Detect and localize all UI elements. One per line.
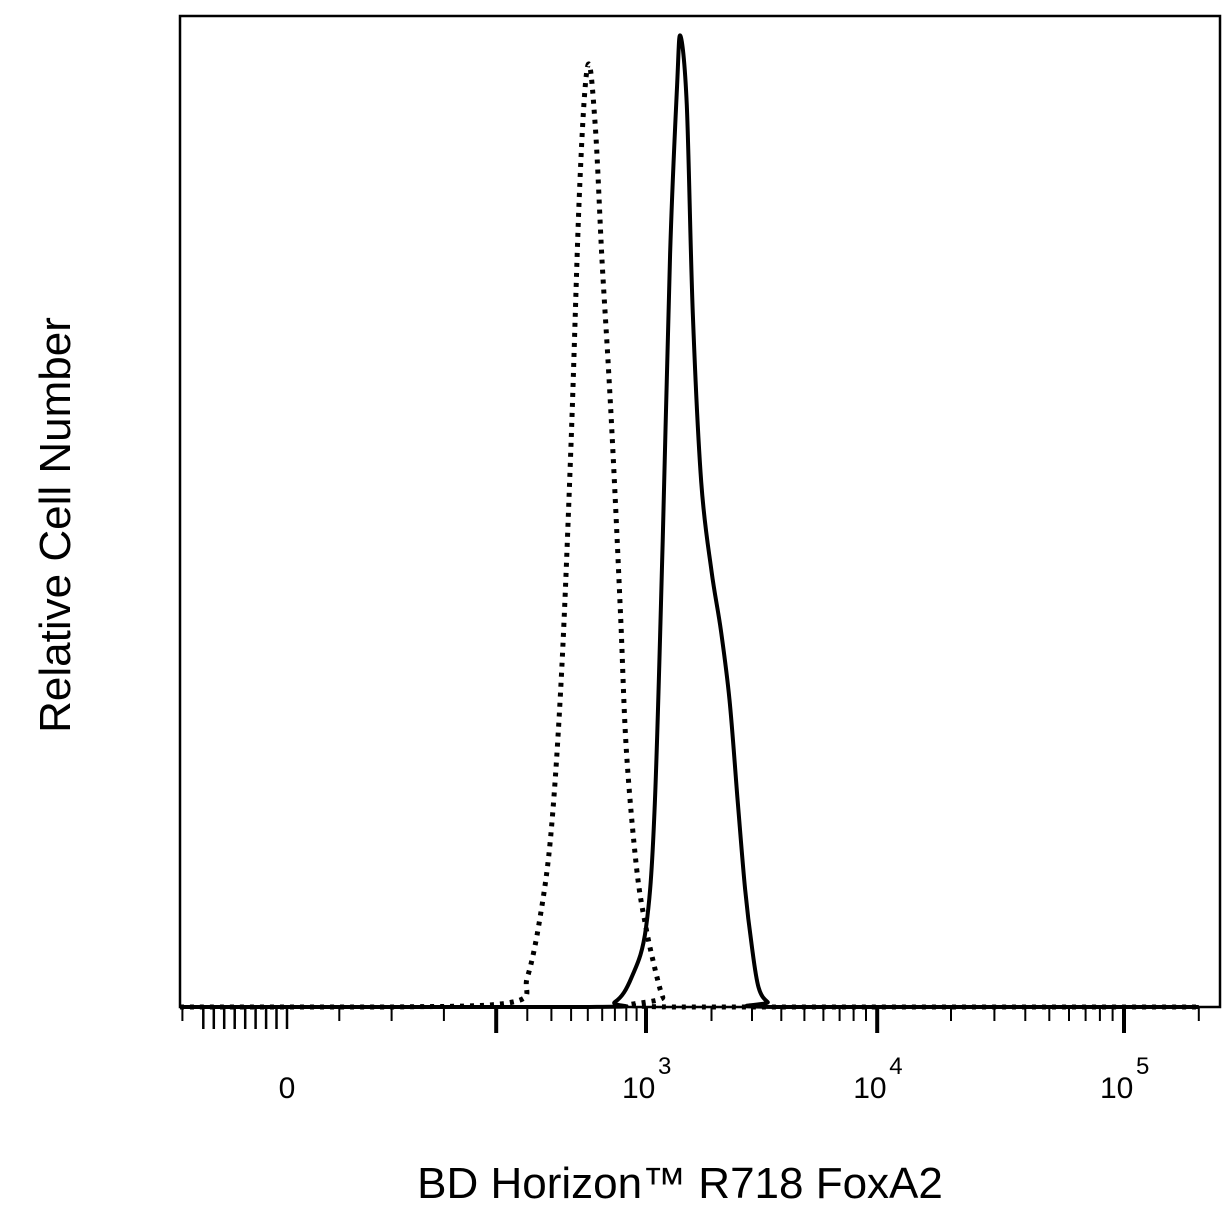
x-tick-label-exponent: 3 — [658, 1053, 671, 1080]
x-tick-label-base: 10 — [853, 1072, 886, 1105]
y-axis-label: Relative Cell Number — [31, 317, 80, 733]
x-tick-label: 103 — [622, 1053, 671, 1105]
x-axis-ticks — [181, 1007, 1200, 1033]
x-tick-label-base: 0 — [279, 1072, 296, 1105]
plot-frame — [178, 14, 1222, 1009]
x-tick-label: 104 — [853, 1053, 902, 1105]
x-tick-label-base: 10 — [1100, 1072, 1133, 1105]
x-axis-label: BD Horizon™ R718 FoxA2 — [417, 1159, 943, 1208]
x-tick-label-exponent: 5 — [1136, 1053, 1149, 1080]
series-layer — [180, 33, 1199, 1010]
x-tick-label-base: 10 — [622, 1072, 655, 1105]
x-tick-label: 0 — [279, 1072, 296, 1105]
x-tick-label-exponent: 4 — [889, 1053, 902, 1080]
x-tick-label: 105 — [1100, 1053, 1149, 1105]
series-line-solid — [180, 33, 1199, 1010]
